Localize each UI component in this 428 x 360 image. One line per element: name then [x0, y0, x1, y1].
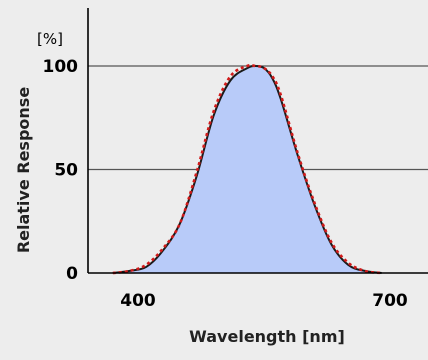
y-axis-label: Relative Response — [14, 87, 33, 253]
y-tick-label: 100 — [43, 57, 79, 77]
y-axis-unit: [%] — [37, 30, 63, 48]
x-tick-label: 700 — [372, 291, 408, 311]
series-area-fill — [112, 65, 382, 273]
plot-area — [112, 63, 382, 275]
series-line-dotted — [112, 63, 382, 275]
tick-labels: 0 50 100 400 700 — [43, 57, 408, 311]
x-axis-label: Wavelength [nm] — [189, 327, 345, 346]
axes — [87, 8, 428, 274]
x-tick-label: 400 — [120, 291, 156, 311]
series-line-solid — [112, 64, 382, 274]
y-tick-label: 50 — [54, 161, 78, 181]
y-tick-label: 0 — [66, 264, 78, 284]
